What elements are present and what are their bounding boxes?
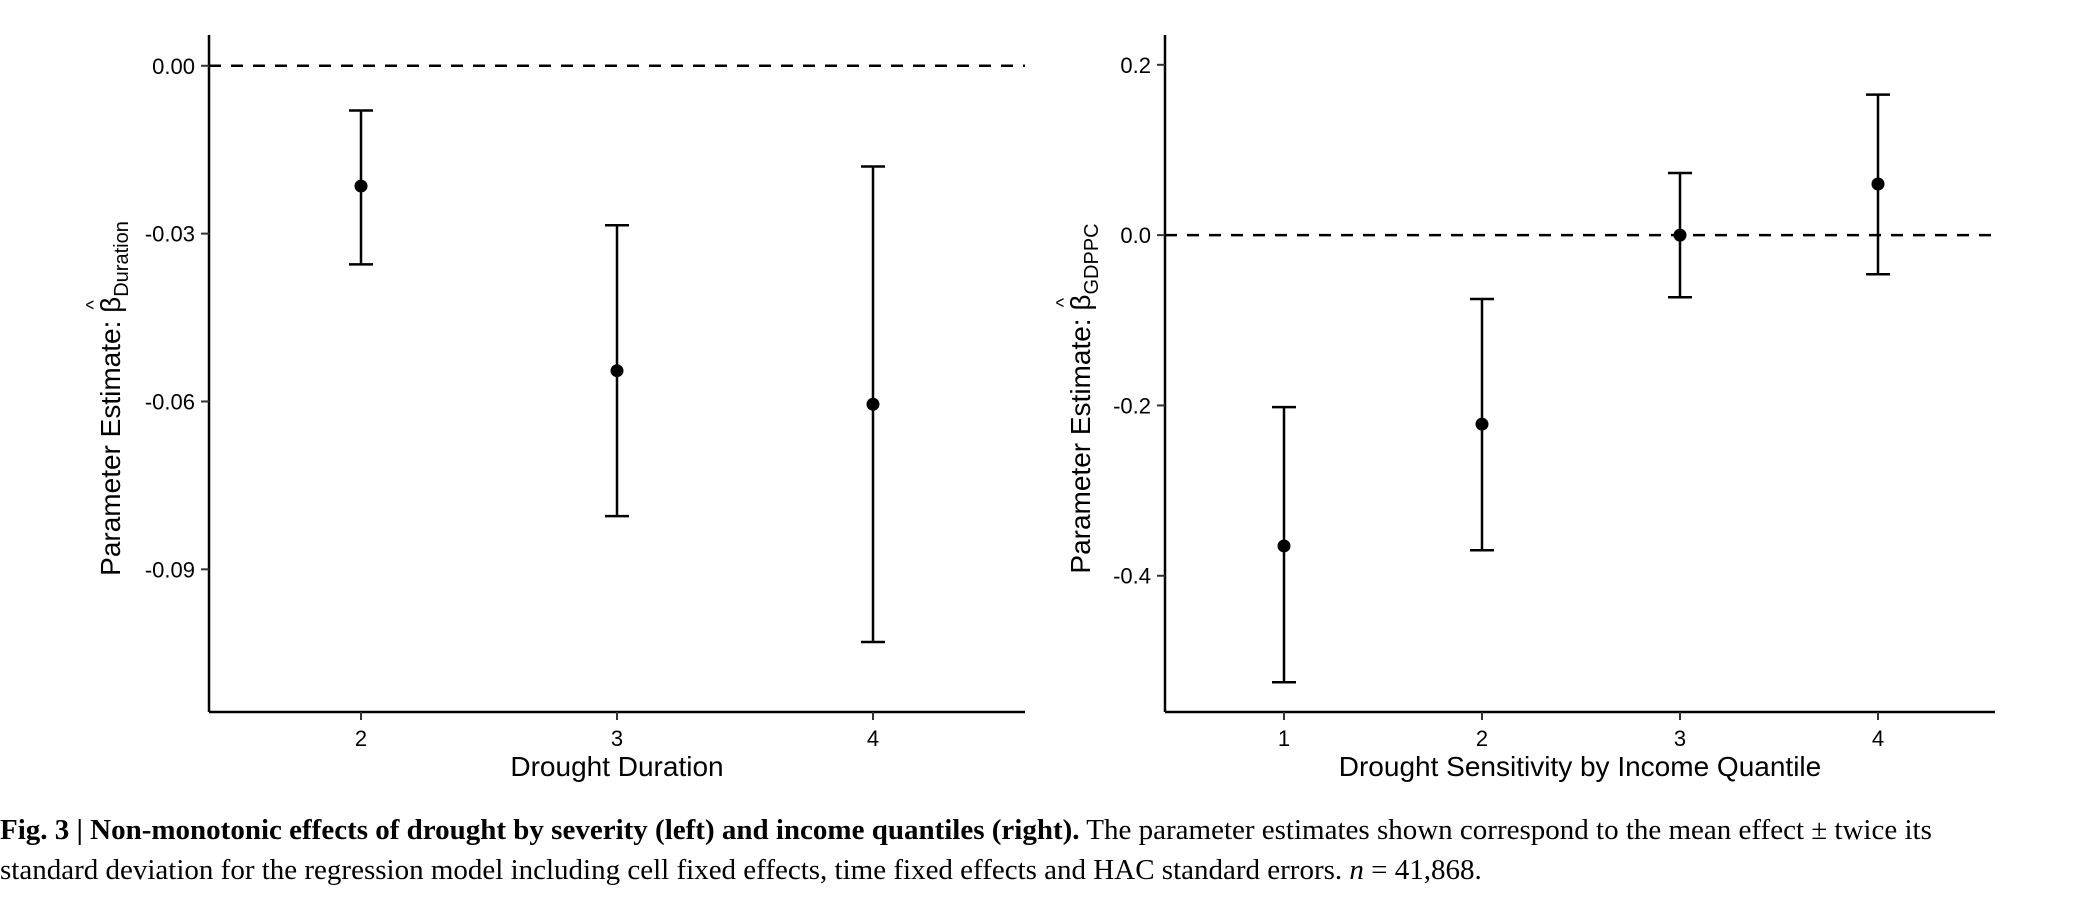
left-panel: Parameter Estimate: βDuration ^ Drought …	[83, 35, 1025, 782]
right-y-tick-label: -0.4	[1113, 564, 1151, 589]
right-data-point	[1277, 539, 1291, 553]
left-data-point	[866, 397, 880, 411]
right-x-axis-title: Drought Sensitivity by Income Quantile	[1339, 751, 1821, 782]
right-x-tick-label: 1	[1278, 726, 1290, 751]
right-y-tick-label: 0.0	[1120, 223, 1151, 248]
right-panel: Parameter Estimate: βGDPPC ^ Drought Sen…	[1053, 35, 1995, 782]
caption-n-value: = 41,868.	[1363, 854, 1482, 886]
right-data-point	[1475, 417, 1489, 431]
left-y-axis-subscript: Duration	[111, 221, 133, 297]
left-x-axis-title: Drought Duration	[510, 751, 723, 782]
left-data-point	[610, 364, 624, 378]
left-y-axis-title: Parameter Estimate: βDuration	[95, 221, 133, 576]
caption-title: Fig. 3 | Non-monotonic effects of drough…	[0, 814, 1080, 846]
left-data-point	[354, 179, 368, 193]
left-y-tick-label: -0.03	[145, 222, 195, 247]
left-y-axis-beta: β	[95, 297, 126, 313]
left-y-axis-title-text: Parameter Estimate:	[95, 313, 126, 576]
left-x-tick-label: 4	[867, 726, 879, 751]
left-y-tick-label: 0.00	[152, 54, 195, 79]
caption-text-line2: standard deviation for the regression mo…	[0, 854, 1350, 886]
right-y-tick-label: 0.2	[1120, 53, 1151, 78]
right-x-tick-label: 4	[1872, 726, 1884, 751]
figure-caption: Fig. 3 | Non-monotonic effects of drough…	[0, 810, 2089, 890]
right-data-point	[1673, 228, 1687, 242]
left-y-axis-hat: ^	[83, 300, 105, 310]
right-y-axis-hat: ^	[1053, 297, 1075, 307]
right-y-tick-label: -0.2	[1113, 393, 1151, 418]
left-x-tick-label: 2	[355, 726, 367, 751]
left-y-tick-label: -0.09	[145, 557, 195, 582]
right-y-axis-title-text: Parameter Estimate:	[1065, 311, 1096, 574]
right-data-point	[1871, 177, 1885, 191]
right-y-axis-subscript: GDPPC	[1081, 223, 1103, 294]
right-x-tick-label: 2	[1476, 726, 1488, 751]
caption-text-line1: The parameter estimates shown correspond…	[1079, 814, 1932, 846]
right-y-axis-title: Parameter Estimate: βGDPPC	[1065, 223, 1103, 573]
right-y-axis-beta: β	[1065, 295, 1096, 311]
left-y-tick-label: -0.06	[145, 389, 195, 414]
right-x-tick-label: 3	[1674, 726, 1686, 751]
left-x-tick-label: 3	[611, 726, 623, 751]
caption-n-symbol: n	[1349, 854, 1364, 886]
figure: Parameter Estimate: βDuration ^ Drought …	[83, 35, 1995, 782]
